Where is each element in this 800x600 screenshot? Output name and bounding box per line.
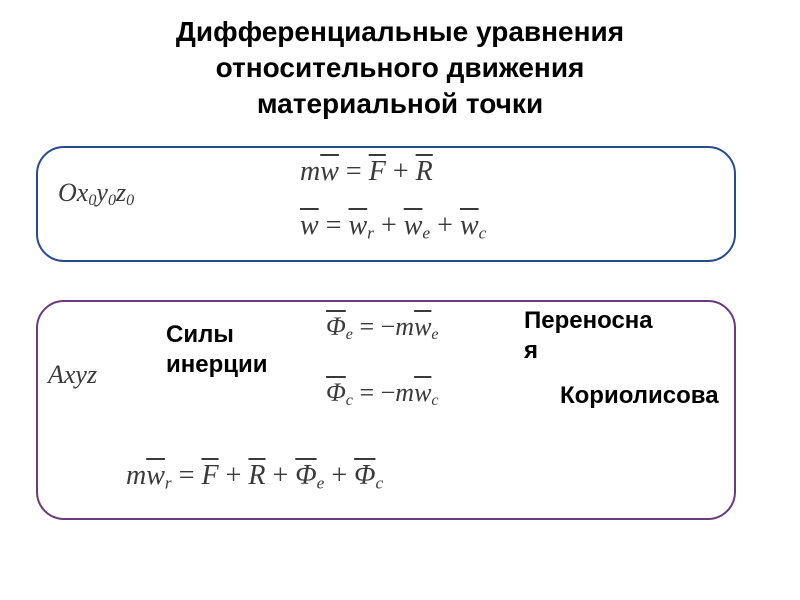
phie-esub2: e (431, 326, 438, 343)
fe-phic: Φ (354, 460, 375, 492)
eq2-esub: e (422, 223, 430, 242)
eq2-p1: + (374, 210, 404, 241)
phie-w: w (414, 312, 431, 342)
coriolis-label: Кориолисова (560, 382, 719, 410)
inertia-l2: инерции (166, 351, 268, 378)
fe-csub: c (375, 473, 383, 492)
eq1-wbar: w (320, 156, 339, 188)
frame1-sub0c: 0 (126, 192, 134, 209)
fe-rsub: r (165, 473, 172, 492)
inertia-forces-label: Силы инерции (166, 320, 268, 380)
page-title: Дифференциальные уравнения относительног… (0, 0, 800, 131)
relative-motion-equation: mwr = F + R + Φe + Φc (126, 460, 383, 493)
phie-m: m (395, 312, 414, 341)
fe-R: R (248, 460, 265, 492)
eq1-eq: = (339, 156, 369, 187)
frame1-sub0b: 0 (108, 192, 116, 209)
eq2-we: w (404, 210, 423, 242)
frame1-O: Ox (58, 178, 88, 207)
title-line3: материальной точки (257, 88, 543, 119)
phic-csub1: c (346, 392, 353, 409)
eq2-eq: = (319, 210, 349, 241)
fe-p3: + (324, 460, 354, 491)
fe-phie: Φ (295, 460, 316, 492)
phie-esub1: e (346, 326, 353, 343)
eq1-m: m (300, 156, 320, 187)
eq1-Rbar: R (416, 156, 433, 188)
phic-phi: Φ (326, 378, 346, 408)
title-line1: Дифференциальные уравнения (176, 16, 624, 47)
transport-l2: я (524, 337, 538, 364)
transport-l1: Переносна (524, 307, 653, 334)
transport-inertia-force: Φe = −mwe (326, 312, 439, 344)
phie-eq: = − (353, 312, 395, 341)
coriolis-inertia-force: Φc = −mwc (326, 378, 439, 410)
phic-csub2: c (431, 392, 438, 409)
fe-p1: + (219, 460, 249, 491)
frame2-text: Axyz (48, 360, 97, 389)
transport-label: Переносна я (524, 306, 653, 366)
inertial-frame-label: Ox0y0z0 (58, 178, 134, 210)
eq1-plus: + (386, 156, 416, 187)
fe-p2: + (266, 460, 296, 491)
phie-phi: Φ (326, 312, 346, 342)
eq2-wr: w (348, 210, 367, 242)
coriolis-text: Кориолисова (560, 382, 719, 409)
phic-w: w (414, 378, 431, 408)
newton-equation: mw = F + R (300, 156, 433, 188)
eq2-csub: c (479, 223, 487, 242)
fe-eq: = (172, 460, 202, 491)
frame1-z: z (116, 178, 126, 207)
eq2-p2: + (430, 210, 460, 241)
eq2-rsub: r (367, 223, 374, 242)
eq2-wbar: w (300, 210, 319, 242)
fe-F: F (201, 460, 218, 492)
relative-frame-label: Axyz (48, 360, 97, 390)
acceleration-decomposition: w = wr + we + wc (300, 210, 486, 243)
fe-w: w (146, 460, 165, 492)
phic-eq: = − (353, 378, 395, 407)
inertia-l1: Силы (166, 321, 234, 348)
eq1-Fbar: F (369, 156, 386, 188)
phic-m: m (395, 378, 414, 407)
frame1-y: y (96, 178, 108, 207)
fe-m: m (126, 460, 146, 491)
eq2-wc: w (460, 210, 479, 242)
title-line2: относительного движения (216, 52, 585, 83)
